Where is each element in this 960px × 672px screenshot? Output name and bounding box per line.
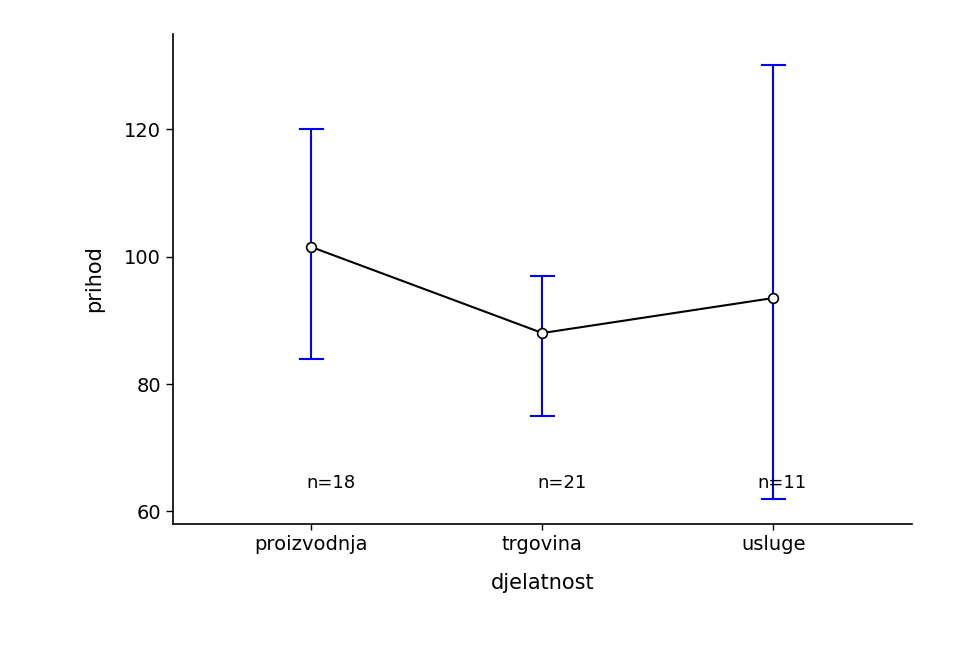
X-axis label: djelatnost: djelatnost: [491, 573, 594, 593]
Y-axis label: prihod: prihod: [84, 245, 105, 312]
Text: n=18: n=18: [307, 474, 356, 493]
Text: n=21: n=21: [538, 474, 587, 493]
Text: n=11: n=11: [757, 474, 806, 493]
